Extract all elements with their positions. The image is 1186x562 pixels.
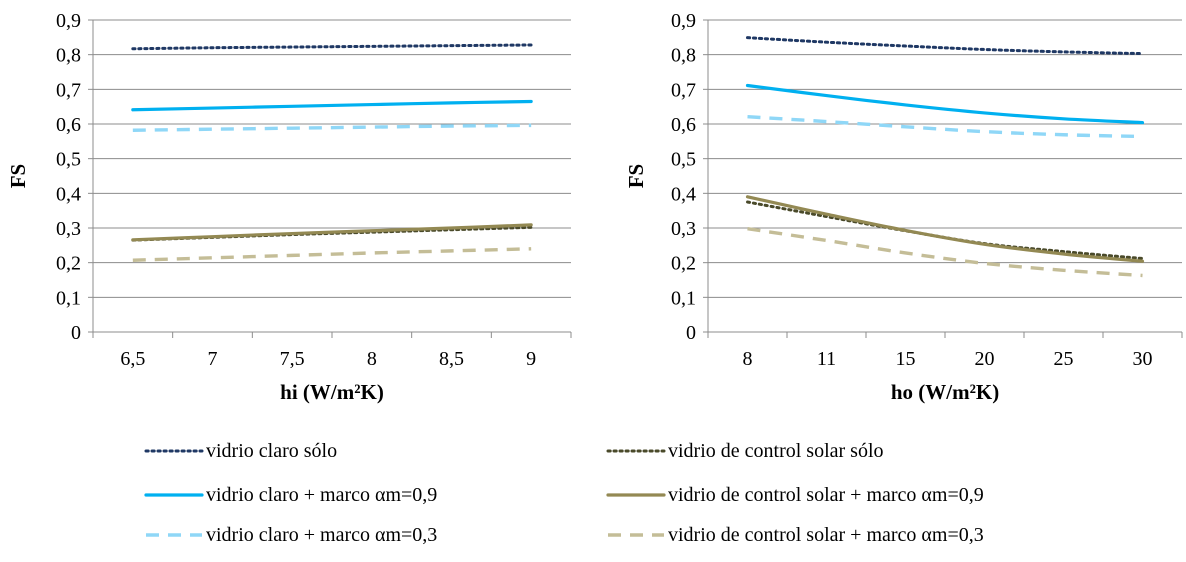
y-tick-label: 0,4: [671, 183, 696, 205]
x-tick-label: 8: [367, 348, 377, 370]
y-tick-label: 0,9: [671, 10, 696, 32]
series-line: [131, 43, 533, 51]
series-line: [747, 227, 1143, 278]
series-line: [131, 223, 533, 242]
y-tick-label: 0,2: [671, 253, 696, 275]
legend-label: vidrio de control solar sólo: [668, 439, 884, 462]
y-tick-label: 0,5: [671, 149, 696, 171]
legend-item: vidrio de control solar + marco αm=0,3: [606, 520, 984, 550]
y-tick-label: 0,6: [56, 114, 81, 136]
y-tick-label: 0,3: [56, 218, 81, 240]
legend-swatch: [606, 493, 666, 497]
legend-swatch: [146, 533, 202, 537]
x-tick-label: 9: [526, 348, 536, 370]
legend-label: vidrio claro + marco αm=0,3: [206, 523, 438, 546]
x-tick-label: 20: [975, 348, 995, 370]
y-tick-label: 0,9: [56, 10, 81, 32]
x-axis-title: ho (W/m²K): [891, 380, 999, 404]
x-tick-label: 15: [896, 348, 916, 370]
series-line: [132, 247, 532, 262]
y-tick-label: 0: [686, 322, 696, 344]
series-line: [747, 115, 1143, 139]
x-tick-label: 7: [208, 348, 218, 370]
legend-label: vidrio de control solar + marco αm=0,9: [668, 483, 984, 506]
y-tick-label: 0,4: [56, 183, 81, 205]
x-tick-label: 6,5: [120, 348, 145, 370]
legend-swatch: [144, 493, 204, 497]
y-tick-label: 0,5: [56, 149, 81, 171]
y-tick-label: 0,7: [56, 79, 81, 101]
legend-swatch: [608, 533, 664, 537]
chart-ho: 0 0,1 0,2 0,3 0,4 0,5 0,6 0,7 0,8 0,9 8 11 15 20 25 30 h…: [624, 10, 1183, 404]
series-line: [746, 36, 1144, 56]
y-axis-title: FS: [624, 164, 648, 189]
legend-swatch: [606, 449, 666, 453]
x-tick-label: 25: [1054, 348, 1074, 370]
x-tick-label: 8: [743, 348, 753, 370]
y-tick-label: 0,2: [56, 253, 81, 275]
x-axis-title: hi (W/m²K): [280, 380, 384, 404]
x-tick-label: 8,5: [439, 348, 464, 370]
y-axis-title: FS: [6, 164, 30, 189]
y-tick-label: 0,7: [671, 79, 696, 101]
y-tick-label: 0,3: [671, 218, 696, 240]
y-tick-label: 0,8: [671, 45, 696, 67]
legend-swatch: [144, 449, 204, 453]
series-line: [131, 99, 533, 112]
legend-label: vidrio claro sólo: [206, 439, 338, 462]
legend-item: vidrio claro + marco αm=0,3: [144, 520, 437, 550]
y-tick-label: 0,1: [56, 287, 81, 309]
chart-hi: 0 0,1 0,2 0,3 0,4 0,5 0,6 0,7 0,8 0,9 6,5 7 7,5 8 8,5 9…: [6, 10, 572, 404]
legend-item: vidrio claro + marco αm=0,9: [144, 480, 437, 510]
series-line: [132, 123, 532, 132]
legend-item: vidrio de control solar sólo: [606, 436, 884, 466]
x-tick-label: 11: [817, 348, 836, 370]
y-tick-label: 0: [71, 322, 81, 344]
series-line: [745, 83, 1145, 125]
legend-item: vidrio claro sólo: [144, 436, 337, 466]
legend-label: vidrio de control solar + marco αm=0,3: [668, 523, 984, 546]
x-tick-label: 30: [1133, 348, 1153, 370]
legend-item: vidrio de control solar + marco αm=0,9: [606, 480, 984, 510]
y-tick-label: 0,8: [56, 45, 81, 67]
y-tick-label: 0,1: [671, 287, 696, 309]
series-line: [745, 195, 1145, 263]
y-tick-label: 0,6: [671, 114, 696, 136]
x-tick-label: 7,5: [280, 348, 305, 370]
legend-label: vidrio claro + marco αm=0,9: [206, 483, 438, 506]
